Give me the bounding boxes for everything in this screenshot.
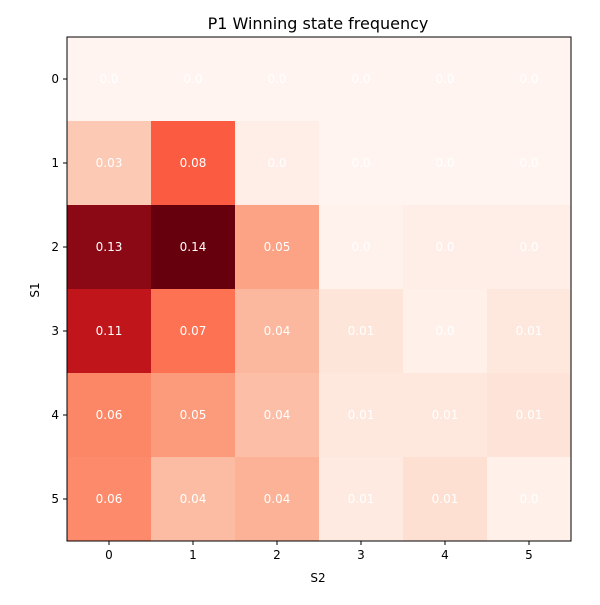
cell-value-label: 0.05 <box>180 408 207 422</box>
cell-value-label: 0.01 <box>432 492 459 506</box>
cell-value-label: 0.04 <box>264 408 291 422</box>
x-tick-label: 4 <box>441 548 449 562</box>
heatmap-cell <box>235 457 320 542</box>
heatmap-cell <box>487 205 572 290</box>
y-tick-label: 1 <box>51 156 59 170</box>
heatmap-cell <box>151 373 236 458</box>
heatmap-cell <box>319 37 404 122</box>
cell-value-label: 0.08 <box>180 156 207 170</box>
cell-value-label: 0.01 <box>516 408 543 422</box>
y-axis: 0 1 2 3 4 5 <box>51 72 67 506</box>
heatmap-cell <box>67 289 152 374</box>
cell-value-label: 0.04 <box>264 492 291 506</box>
heatmap-cell <box>151 37 236 122</box>
heatmap-cell <box>403 289 488 374</box>
heatmap-cell <box>487 373 572 458</box>
cell-value-label: 0.11 <box>96 324 123 338</box>
x-tick-label: 1 <box>189 548 197 562</box>
cell-value-label: 0.04 <box>180 492 207 506</box>
heatmap-cell <box>235 373 320 458</box>
cell-value-label: 0.0 <box>519 492 538 506</box>
heatmap-cell <box>235 289 320 374</box>
cell-value-label: 0.0 <box>435 240 454 254</box>
cell-value-label: 0.0 <box>351 156 370 170</box>
x-tick-label: 2 <box>273 548 281 562</box>
y-tick-label: 4 <box>51 408 59 422</box>
cell-value-label: 0.0 <box>519 72 538 86</box>
heatmap-cell <box>319 373 404 458</box>
heatmap-cell-labels: 0.0 0.0 0.0 0.0 0.0 0.0 0.03 0.08 0.0 0.0 0.0 0.0 0.… <box>96 72 543 506</box>
heatmap-cell <box>319 205 404 290</box>
x-axis-label: S2 <box>310 571 325 585</box>
heatmap-cell <box>67 457 152 542</box>
cell-value-label: 0.01 <box>516 324 543 338</box>
x-tick-label: 0 <box>105 548 113 562</box>
cell-value-label: 0.01 <box>432 408 459 422</box>
cell-value-label: 0.03 <box>96 156 123 170</box>
heatmap-cell <box>151 289 236 374</box>
y-tick-label: 0 <box>51 72 59 86</box>
heatmap-cell <box>67 205 152 290</box>
cell-value-label: 0.0 <box>435 156 454 170</box>
heatmap-cell <box>403 457 488 542</box>
heatmap-cell <box>487 121 572 206</box>
heatmap-cell <box>319 457 404 542</box>
heatmap-cell <box>487 457 572 542</box>
cell-value-label: 0.0 <box>435 72 454 86</box>
chart-title: P1 Winning state frequency <box>208 14 429 33</box>
heatmap-cell <box>67 121 152 206</box>
heatmap-cell <box>235 37 320 122</box>
y-tick-label: 2 <box>51 240 59 254</box>
y-axis-label: S1 <box>28 282 42 297</box>
cell-value-label: 0.13 <box>96 240 123 254</box>
cell-value-label: 0.06 <box>96 408 123 422</box>
heatmap-cell <box>67 37 152 122</box>
cell-value-label: 0.0 <box>99 72 118 86</box>
cell-value-label: 0.04 <box>264 324 291 338</box>
cell-value-label: 0.0 <box>519 156 538 170</box>
cell-value-label: 0.01 <box>348 408 375 422</box>
cell-value-label: 0.0 <box>435 324 454 338</box>
cell-value-label: 0.06 <box>96 492 123 506</box>
heatmap-cell <box>487 37 572 122</box>
cell-value-label: 0.0 <box>183 72 202 86</box>
heatmap-cells <box>67 37 572 542</box>
plot-frame <box>66 36 572 542</box>
x-tick-label: 5 <box>525 548 533 562</box>
y-tick-label: 3 <box>51 324 59 338</box>
heatmap-cell <box>487 289 572 374</box>
heatmap-cell <box>67 373 152 458</box>
cell-value-label: 0.07 <box>180 324 207 338</box>
x-axis: 0 1 2 3 4 5 <box>105 541 533 562</box>
cell-value-label: 0.05 <box>264 240 291 254</box>
heatmap-cell <box>403 373 488 458</box>
cell-value-label: 0.0 <box>267 156 286 170</box>
heatmap-cell <box>319 121 404 206</box>
heatmap-cell <box>403 121 488 206</box>
heatmap-cell <box>151 121 236 206</box>
heatmap-cell <box>151 457 236 542</box>
cell-value-label: 0.0 <box>519 240 538 254</box>
heatmap-cell <box>403 205 488 290</box>
heatmap-cell <box>235 205 320 290</box>
cell-value-label: 0.0 <box>351 72 370 86</box>
cell-value-label: 0.0 <box>267 72 286 86</box>
cell-value-label: 0.14 <box>180 240 207 254</box>
heatmap-cell <box>235 121 320 206</box>
heatmap-cell <box>319 289 404 374</box>
cell-value-label: 0.01 <box>348 324 375 338</box>
x-tick-label: 3 <box>357 548 365 562</box>
y-tick-label: 5 <box>51 492 59 506</box>
cell-value-label: 0.0 <box>351 240 370 254</box>
heatmap-cell <box>151 205 236 290</box>
cell-value-label: 0.01 <box>348 492 375 506</box>
heatmap-cell <box>403 37 488 122</box>
